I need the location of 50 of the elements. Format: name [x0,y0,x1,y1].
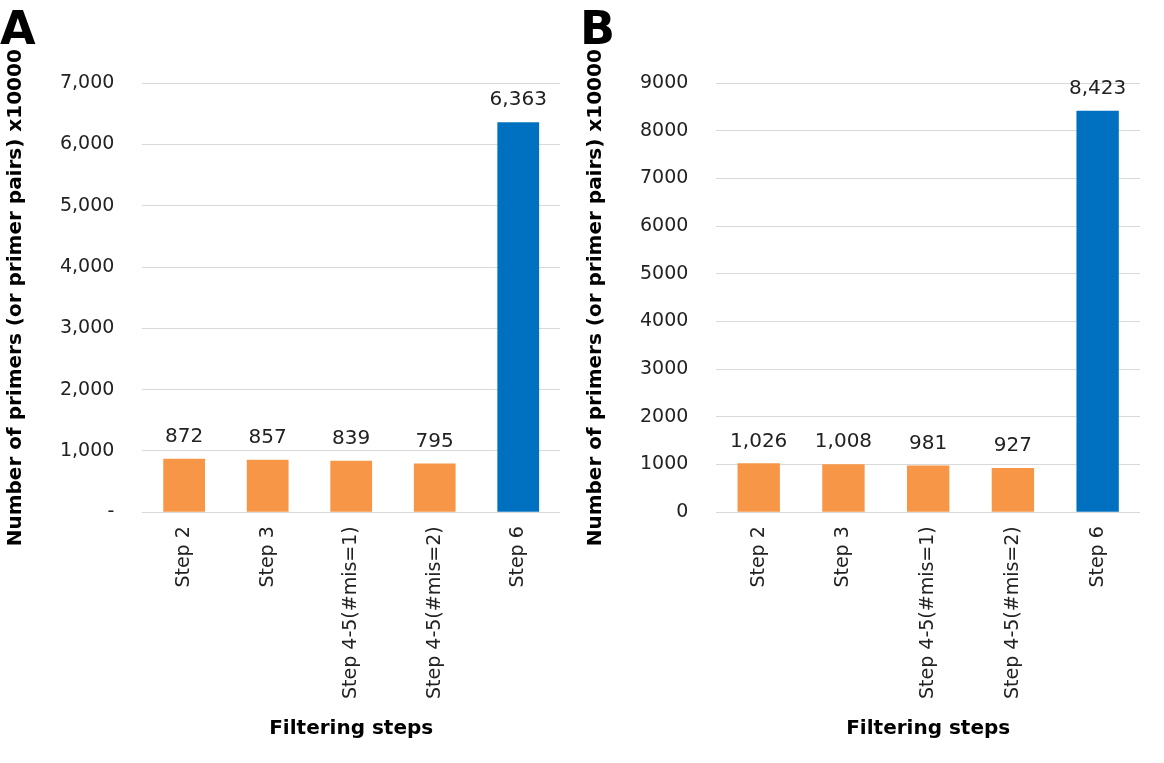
bar [906,465,950,512]
bar [413,463,456,512]
y-tick-label: 2000 [639,403,689,426]
bar [163,458,206,512]
y-tick-label: 4,000 [59,254,115,277]
y-tick-label: 0 [676,499,689,522]
y-tick-label: 2,000 [59,376,115,399]
x-tick-label: Step 6 [1084,526,1107,588]
data-label: 795 [415,427,454,452]
data-label: 6,363 [489,86,547,111]
bar [991,468,1035,512]
bar [330,460,373,512]
y-tick-label: 5000 [639,260,689,283]
x-tick-label: Step 4-5(#mis=1) [915,526,938,700]
y-tick-label: 3,000 [59,315,115,338]
bar [1076,110,1119,512]
x-tick-label: Step 3 [830,526,853,588]
y-tick-label: 1,000 [59,437,115,460]
bar [737,463,780,512]
data-label: 8,423 [1069,74,1127,99]
y-tick-label: 7000 [639,165,689,188]
bar [822,464,865,512]
bar [497,122,540,512]
x-tick-label: Step 6 [505,526,528,588]
y-tick-label: 3000 [639,356,689,379]
x-tick-label: Step 4-5(#mis=1) [338,526,361,700]
y-tick-label: 6,000 [59,131,115,154]
y-tick-label: 1000 [639,451,689,474]
x-tick-label: Step 4-5(#mis=2) [421,526,444,700]
x-tick-label: Step 4-5(#mis=2) [999,526,1022,700]
data-label: 981 [909,429,948,454]
y-tick-label: 6000 [639,213,689,236]
y-tick-label: 9000 [639,70,689,93]
y-tick-label: - [107,499,115,522]
y-tick-label: 4000 [639,308,689,331]
data-label: 927 [993,432,1032,457]
data-label: 857 [248,423,287,448]
x-tick-label: Step 3 [254,526,277,588]
y-tick-label: 5,000 [59,192,115,215]
y-tick-label: 8000 [639,117,689,140]
x-axis-title: Filtering steps [269,715,434,740]
x-tick-label: Step 2 [745,526,768,588]
data-label: 1,026 [730,427,788,452]
x-tick-label: Step 2 [171,526,194,588]
data-label: 872 [165,422,204,447]
x-axis-title: Filtering steps [846,715,1011,740]
data-label: 1,008 [814,428,873,453]
y-tick-label: 7,000 [59,70,115,93]
bar [246,459,289,512]
data-label: 839 [332,425,371,450]
